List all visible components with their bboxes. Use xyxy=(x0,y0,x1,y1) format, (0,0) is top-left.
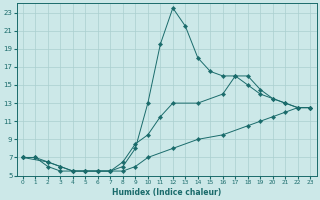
X-axis label: Humidex (Indice chaleur): Humidex (Indice chaleur) xyxy=(112,188,221,197)
